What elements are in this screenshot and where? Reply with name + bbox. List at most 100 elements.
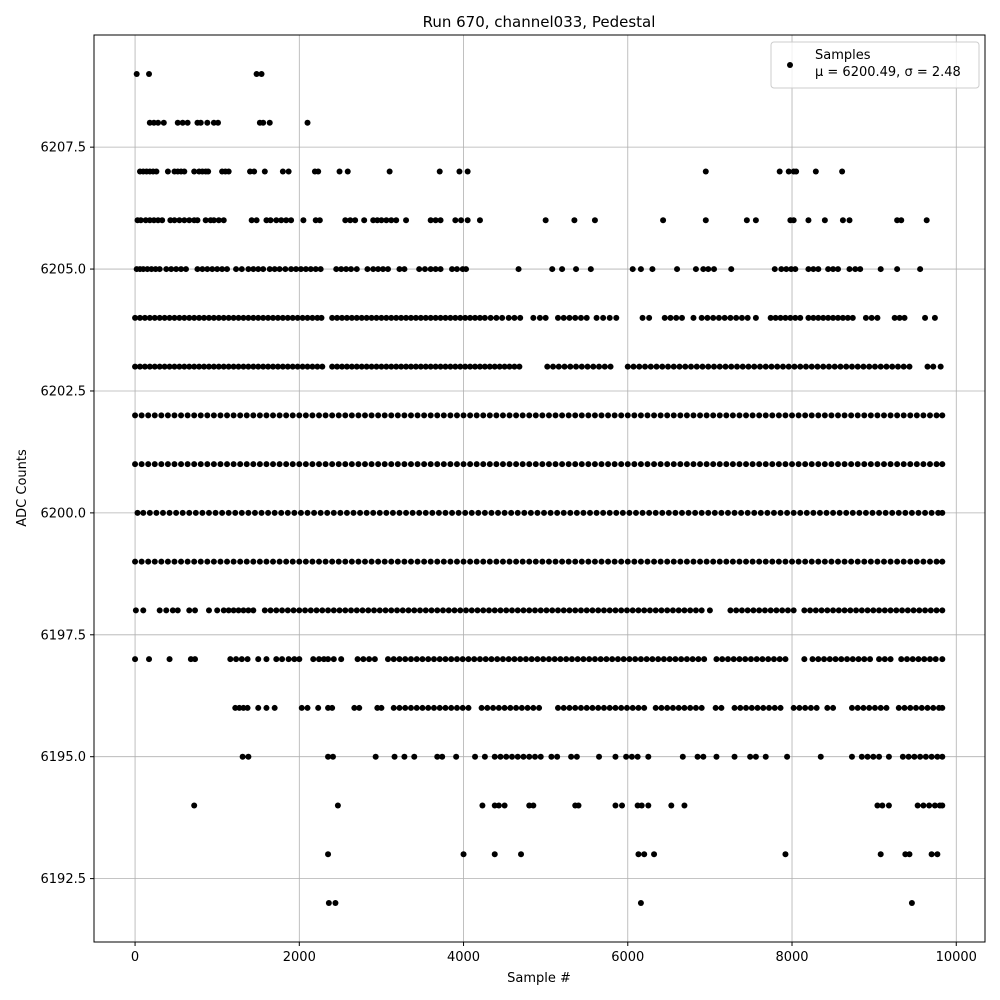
data-point xyxy=(593,509,600,516)
data-point xyxy=(511,314,518,321)
data-point xyxy=(710,412,717,419)
data-point xyxy=(683,656,690,663)
data-point xyxy=(836,509,843,516)
data-point xyxy=(425,704,432,711)
data-point xyxy=(600,607,607,614)
data-point xyxy=(920,461,927,468)
data-point xyxy=(815,461,822,468)
data-point xyxy=(251,168,258,175)
data-point xyxy=(669,607,676,614)
data-point xyxy=(651,851,658,858)
data-point xyxy=(649,656,656,663)
data-point xyxy=(802,363,809,370)
data-point xyxy=(133,71,140,78)
data-point xyxy=(486,461,493,468)
data-point xyxy=(322,558,329,565)
data-point xyxy=(472,753,479,760)
data-point xyxy=(554,509,561,516)
data-point xyxy=(421,558,428,565)
data-point xyxy=(736,461,743,468)
data-point xyxy=(698,314,705,321)
data-point xyxy=(163,607,170,614)
data-point xyxy=(467,461,474,468)
data-point xyxy=(413,656,420,663)
data-point xyxy=(687,607,694,614)
data-point xyxy=(715,314,722,321)
data-point xyxy=(434,558,441,565)
data-point xyxy=(549,607,556,614)
data-point xyxy=(543,607,550,614)
data-point xyxy=(233,656,240,663)
data-point xyxy=(132,314,139,321)
data-point xyxy=(539,558,546,565)
data-point xyxy=(296,461,303,468)
data-point xyxy=(219,509,226,516)
data-point xyxy=(144,266,151,273)
data-point xyxy=(911,753,918,760)
data-point xyxy=(874,461,881,468)
data-point xyxy=(488,509,495,516)
data-point xyxy=(134,509,141,516)
data-point xyxy=(922,607,929,614)
data-point xyxy=(357,509,364,516)
data-point xyxy=(240,704,247,711)
data-point xyxy=(826,656,833,663)
data-point xyxy=(250,266,257,273)
data-point xyxy=(342,461,349,468)
data-point xyxy=(770,509,777,516)
data-point xyxy=(230,607,237,614)
data-point xyxy=(639,314,646,321)
data-point xyxy=(368,558,375,565)
data-point xyxy=(334,363,341,370)
data-point xyxy=(848,363,855,370)
data-point xyxy=(481,363,488,370)
data-point xyxy=(325,656,332,663)
x-tick-label: 8000 xyxy=(775,950,808,965)
data-point xyxy=(205,509,212,516)
data-point xyxy=(885,802,892,809)
data-point xyxy=(247,168,254,175)
data-point xyxy=(641,851,648,858)
data-point xyxy=(908,509,915,516)
data-point xyxy=(559,558,566,565)
data-point xyxy=(907,558,914,565)
data-point xyxy=(565,558,572,565)
data-point xyxy=(906,363,913,370)
data-point xyxy=(879,802,886,809)
data-point xyxy=(260,314,267,321)
data-point xyxy=(378,363,385,370)
data-point xyxy=(626,656,633,663)
data-point xyxy=(619,509,626,516)
data-point xyxy=(517,656,524,663)
y-tick-label: 6205.0 xyxy=(41,263,87,278)
data-point xyxy=(554,753,561,760)
data-point xyxy=(329,704,336,711)
data-point xyxy=(931,314,938,321)
data-point xyxy=(802,558,809,565)
data-point xyxy=(705,363,712,370)
data-point xyxy=(818,607,825,614)
data-point xyxy=(451,607,458,614)
data-point xyxy=(261,607,268,614)
data-point xyxy=(557,656,564,663)
data-point xyxy=(810,509,817,516)
data-point xyxy=(821,217,828,224)
data-point xyxy=(427,558,434,565)
data-point xyxy=(480,558,487,565)
data-point xyxy=(304,314,311,321)
data-point xyxy=(623,753,630,760)
data-point xyxy=(209,266,216,273)
data-point xyxy=(902,509,909,516)
data-point xyxy=(158,461,165,468)
data-point xyxy=(155,217,162,224)
data-point xyxy=(577,607,584,614)
data-point xyxy=(182,266,189,273)
data-point xyxy=(284,607,291,614)
data-point xyxy=(547,509,554,516)
data-point xyxy=(210,363,217,370)
data-point xyxy=(807,704,814,711)
data-point xyxy=(779,363,786,370)
data-point xyxy=(196,314,203,321)
data-point xyxy=(452,314,459,321)
data-point xyxy=(611,558,618,565)
